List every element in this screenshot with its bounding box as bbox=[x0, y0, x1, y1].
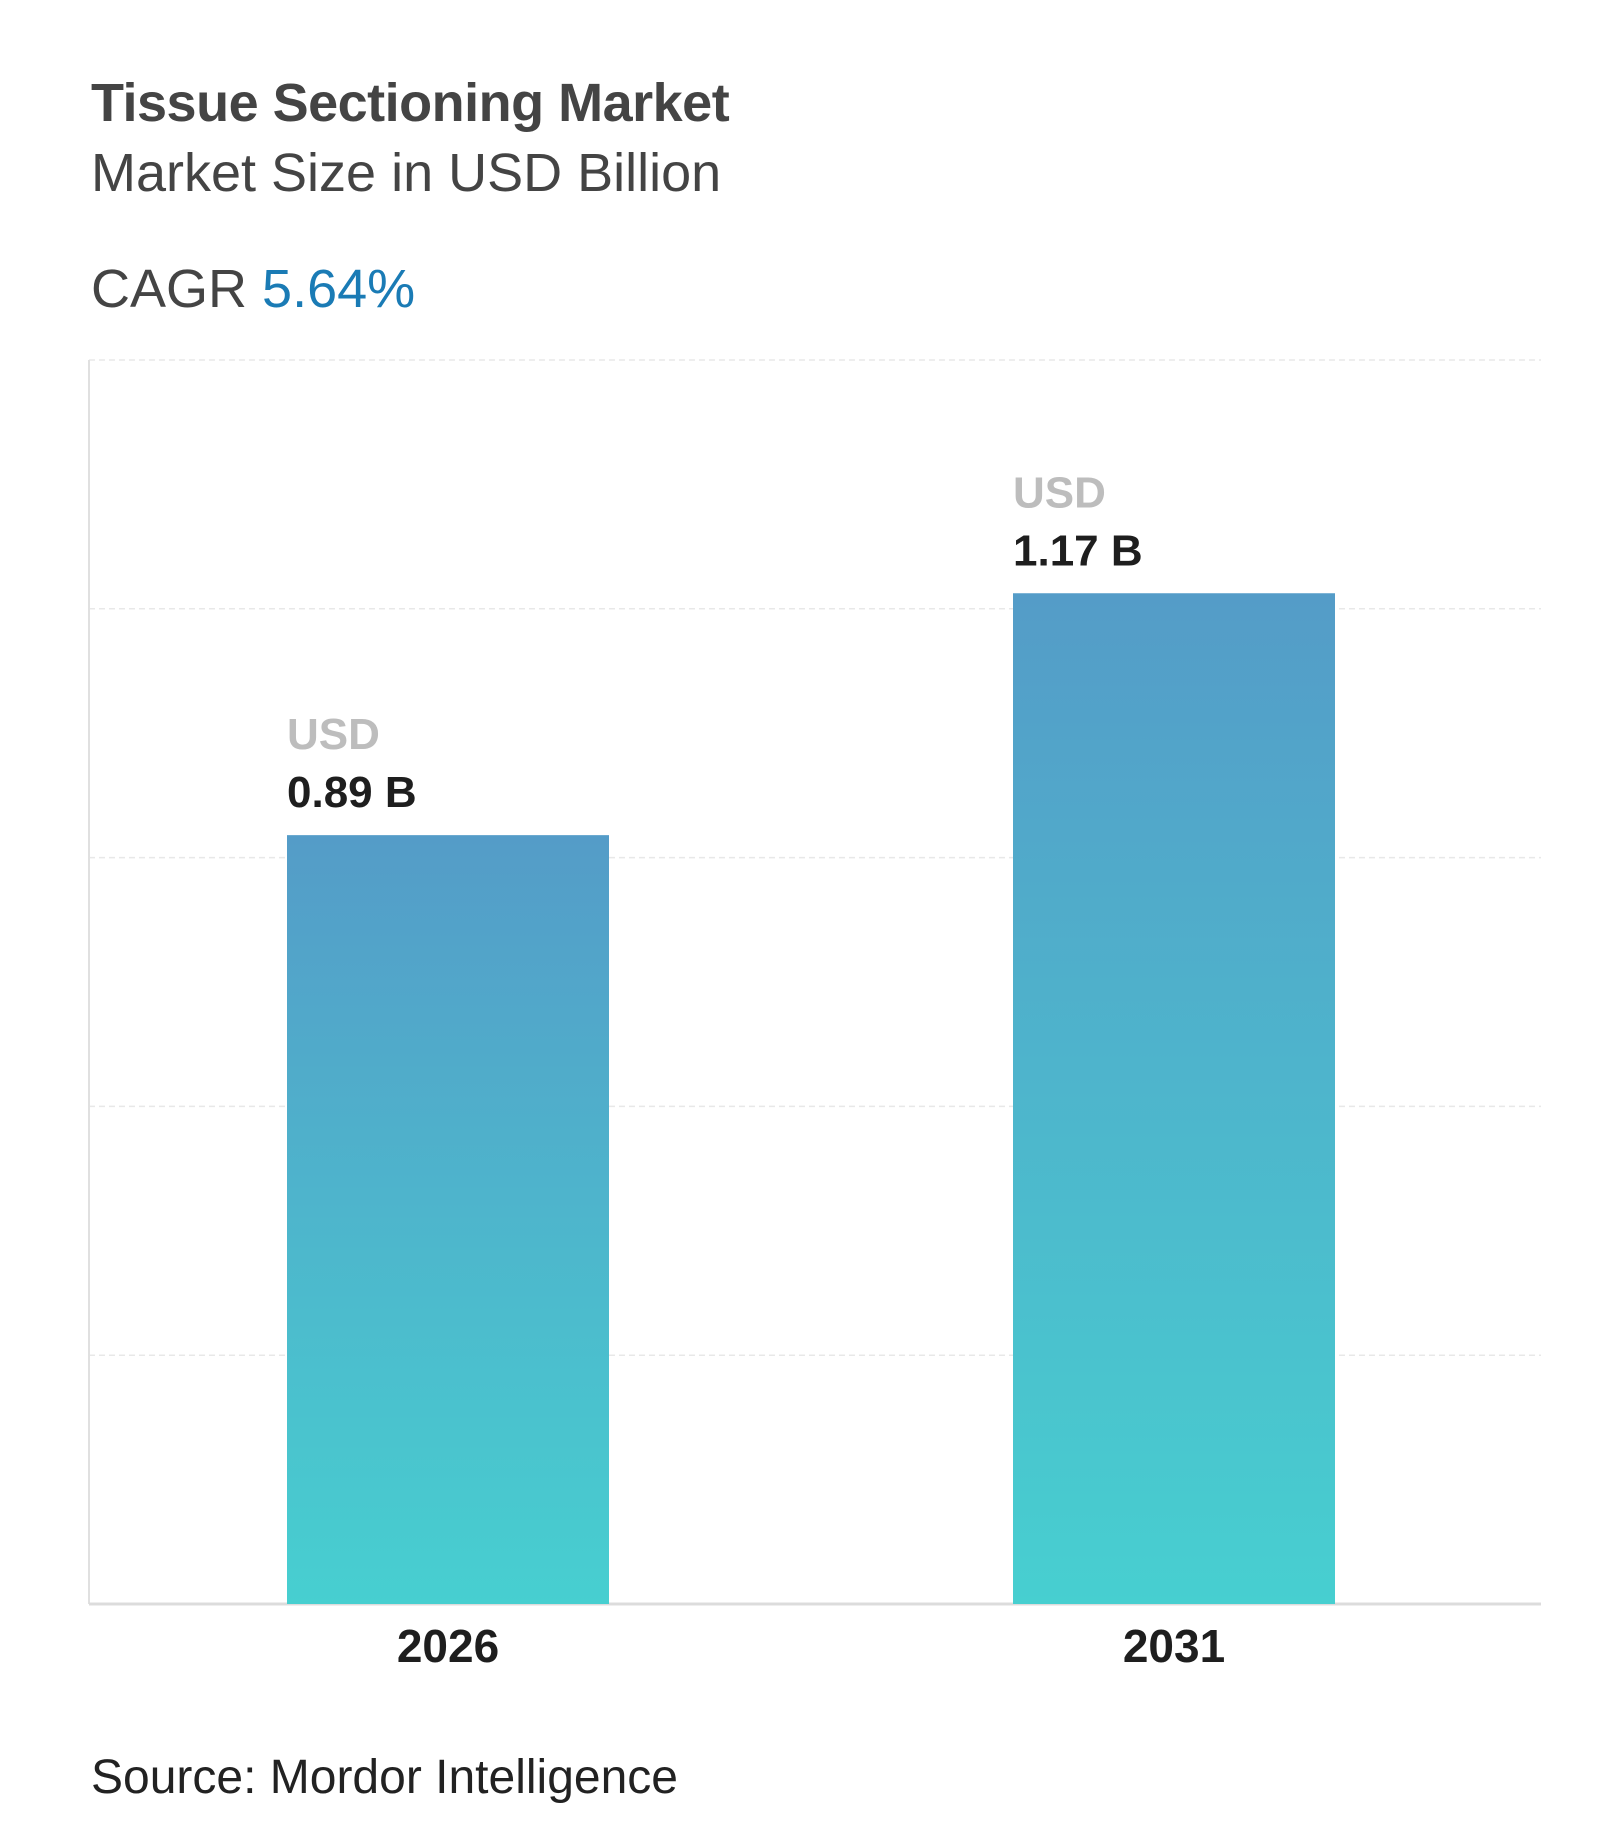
source-note: Source: Mordor Intelligence bbox=[91, 1751, 678, 1804]
cagr-value: 5.64% bbox=[262, 259, 416, 319]
chart-subtitle: Market Size in USD Billion bbox=[91, 143, 722, 203]
cagr: CAGR 5.64% bbox=[91, 258, 415, 320]
cagr-label: CAGR bbox=[91, 259, 248, 319]
bar-2026 bbox=[287, 835, 609, 1604]
x-tick-label: 2026 bbox=[397, 1620, 499, 1672]
data-label: 1.17 B bbox=[1013, 526, 1143, 575]
data-label: 0.89 B bbox=[287, 768, 417, 817]
data-label-prefix: USD bbox=[287, 710, 380, 759]
bar-2031 bbox=[1013, 593, 1335, 1604]
chart-title: Tissue Sectioning Market bbox=[91, 73, 730, 133]
x-tick-label: 2031 bbox=[1123, 1620, 1225, 1672]
data-label-prefix: USD bbox=[1013, 468, 1106, 517]
